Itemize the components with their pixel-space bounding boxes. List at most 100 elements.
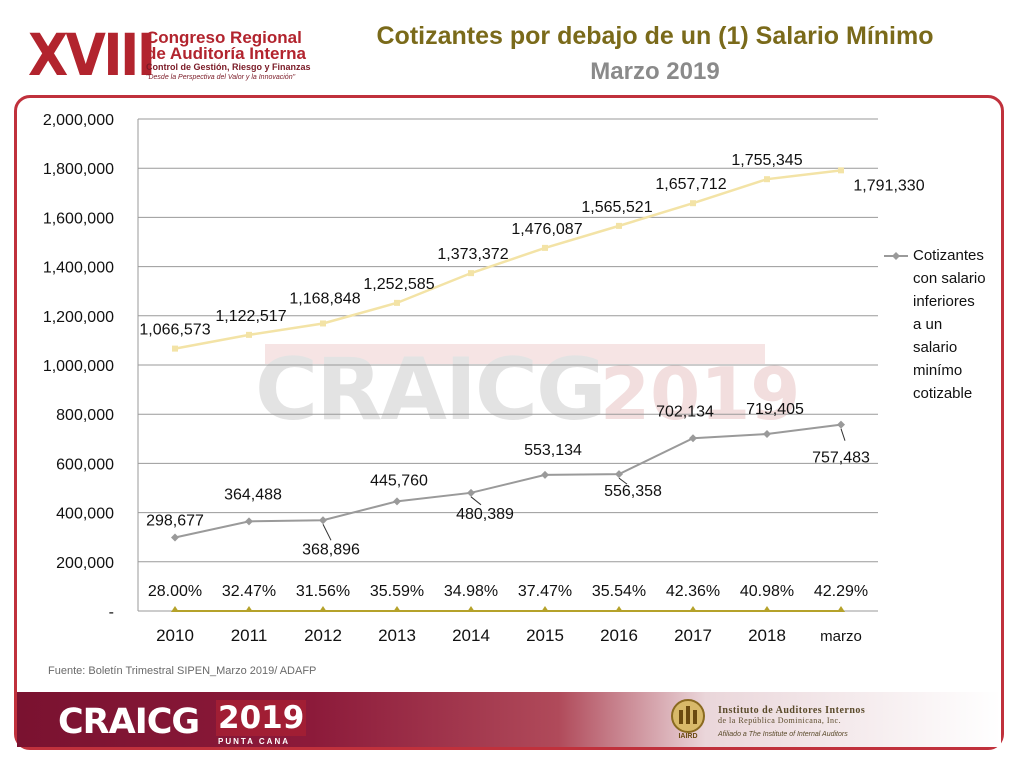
series-pct-marker bbox=[467, 606, 475, 612]
data-label-pct: 42.29% bbox=[814, 583, 868, 600]
x-tick-label: 2016 bbox=[600, 626, 638, 645]
data-label-below: 556,358 bbox=[604, 483, 662, 500]
data-label-pct: 34.98% bbox=[444, 583, 498, 600]
series-below-marker bbox=[393, 497, 401, 506]
data-label-below: 298,677 bbox=[146, 513, 204, 530]
chart-axes: - 200,000 400,000 600,000 800,000 1,000,000 1,… bbox=[43, 112, 878, 645]
logo-line-1: Congreso Regional bbox=[146, 28, 302, 47]
institute-line-3: Afiliado a The Institute of Internal Aud… bbox=[718, 731, 848, 738]
data-label-total: 1,066,573 bbox=[139, 322, 210, 339]
data-label-below: 757,483 bbox=[812, 450, 870, 467]
series-pct-marker bbox=[689, 606, 697, 612]
logo-line-4: "Desde la Perspectiva del Valor y la Inn… bbox=[146, 74, 296, 81]
y-tick-label: 1,400,000 bbox=[43, 260, 114, 277]
y-tick-label: 200,000 bbox=[56, 555, 114, 572]
x-tick-label: 2018 bbox=[748, 626, 786, 645]
data-label-total: 1,565,521 bbox=[581, 199, 652, 216]
series-below-marker bbox=[171, 533, 179, 542]
legend-line-text: salario bbox=[913, 339, 958, 356]
legend-line-text: minímo bbox=[913, 362, 963, 379]
legend-marker bbox=[892, 252, 900, 260]
series-total-marker bbox=[394, 299, 400, 306]
series-below-marker bbox=[689, 434, 697, 443]
series-total-marker bbox=[542, 244, 548, 251]
data-label-pct: 42.36% bbox=[666, 583, 720, 600]
watermark-year: 2019 bbox=[600, 352, 801, 436]
watermark-brand: CRAICG bbox=[255, 340, 607, 440]
slide-header: XVIII Congreso Regional de Auditoría Int… bbox=[0, 0, 1024, 95]
slide-title: Cotizantes por debajo de un (1) Salario … bbox=[376, 22, 934, 50]
series-total-marker bbox=[246, 331, 252, 338]
congress-logo-text: Congreso Regional de Auditoría Interna C… bbox=[146, 28, 311, 82]
footer-place: PUNTA CANA bbox=[218, 737, 290, 746]
series-pct-marker bbox=[837, 606, 845, 612]
y-tick-label: 800,000 bbox=[56, 407, 114, 424]
logo-line-2: de Auditoría Interna bbox=[146, 44, 306, 63]
series-pct-marker bbox=[245, 606, 253, 612]
legend-line-text: cotizable bbox=[913, 385, 973, 402]
data-label-below: 445,760 bbox=[370, 472, 428, 489]
data-label-pct: 31.56% bbox=[296, 583, 350, 600]
series-total-marker bbox=[320, 320, 326, 327]
logo-line-3: Control de Gestión, Riesgo y Finanzas bbox=[146, 62, 311, 72]
series-total-line bbox=[174, 169, 842, 350]
leader-line bbox=[618, 477, 628, 485]
chart-legend bbox=[884, 252, 908, 260]
x-tick-label: 2012 bbox=[304, 626, 342, 645]
data-label-below: 368,896 bbox=[302, 541, 360, 558]
content-frame bbox=[14, 95, 1004, 750]
watermark-band bbox=[265, 344, 765, 364]
x-tick-label: 2013 bbox=[378, 626, 416, 645]
series-pct-marker bbox=[615, 606, 623, 612]
series-below-marker bbox=[245, 517, 253, 526]
x-tick-label: marzo bbox=[820, 628, 862, 645]
x-tick-label: 2017 bbox=[674, 626, 712, 645]
data-label-below: 702,134 bbox=[656, 403, 714, 420]
chart-series bbox=[171, 167, 845, 612]
chart-data-labels: 1,066,573 1,122,5171,168,8481,252,5851,37… bbox=[139, 152, 924, 600]
data-label-total: 1,168,848 bbox=[289, 290, 360, 307]
series-total-marker bbox=[764, 176, 770, 183]
data-label-below: 480,389 bbox=[456, 506, 514, 523]
data-label-total: 1,755,345 bbox=[731, 152, 802, 169]
x-tick-label: 2014 bbox=[452, 626, 490, 645]
legend-line-text: con salario bbox=[913, 270, 986, 287]
y-tick-label: 1,200,000 bbox=[43, 309, 114, 326]
series-total-marker bbox=[468, 270, 474, 277]
legend-line-text: a un bbox=[913, 316, 943, 333]
series-total-marker bbox=[690, 200, 696, 207]
footer-brand: CRAICG bbox=[58, 702, 200, 742]
x-tick-label: 2011 bbox=[231, 626, 268, 645]
congress-logo-numeral: XVIII bbox=[28, 21, 156, 89]
data-label-pct: 35.59% bbox=[370, 583, 424, 600]
data-label-below: 364,488 bbox=[224, 486, 282, 503]
institute-line-2: de la República Dominicana, Inc. bbox=[718, 716, 842, 725]
x-tick-label: 2010 bbox=[156, 626, 194, 645]
series-total-marker bbox=[172, 345, 178, 352]
footer-band bbox=[17, 692, 1001, 747]
data-label-below: 553,134 bbox=[524, 442, 582, 459]
y-tick-label: 600,000 bbox=[56, 456, 114, 473]
series-total-marker bbox=[616, 222, 622, 229]
slide-subtitle: Marzo 2019 bbox=[590, 58, 720, 85]
legend-label: Cotizantes con salario inferiores a un salar… bbox=[913, 244, 1013, 405]
data-label-total: 1,791,330 bbox=[853, 177, 924, 194]
institute-emblem-icon: IAIRD bbox=[671, 699, 705, 740]
institute-name: Instituto de Auditores Internos de la Re… bbox=[718, 705, 865, 738]
series-pct-marker bbox=[763, 606, 771, 612]
data-label-pct: 32.47% bbox=[222, 583, 276, 600]
data-label-pct: 37.47% bbox=[518, 583, 572, 600]
y-tick-label: 400,000 bbox=[56, 506, 114, 523]
y-tick-label: 1,800,000 bbox=[43, 161, 114, 178]
leader-line bbox=[470, 496, 482, 506]
series-total-marker bbox=[838, 167, 844, 174]
leader-line bbox=[322, 524, 332, 541]
chart-grid bbox=[138, 118, 878, 563]
data-label-total: 1,657,712 bbox=[655, 176, 726, 193]
y-tick-label: 1,600,000 bbox=[43, 210, 114, 227]
series-below-line bbox=[174, 423, 842, 539]
data-label-total: 1,476,087 bbox=[511, 221, 582, 238]
data-label-total: 1,373,372 bbox=[437, 246, 508, 263]
institute-line-1: Instituto de Auditores Internos bbox=[718, 705, 866, 716]
series-below-marker bbox=[837, 420, 845, 429]
